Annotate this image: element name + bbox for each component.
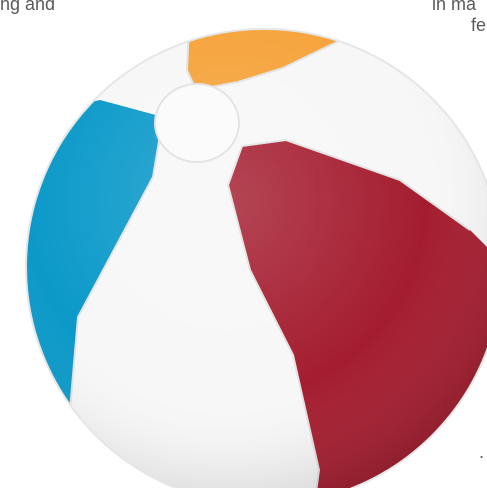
cropped-text-top-right-line-1: in ma: [432, 0, 477, 14]
ball-shading: [26, 29, 487, 488]
cropped-text-top-right-line-2: fe: [471, 15, 487, 35]
cropped-text-bottom-right: .: [479, 442, 484, 462]
cropped-text-top-left: ng and: [0, 0, 56, 14]
ball-outline: [25, 28, 487, 488]
valve-cap: [154, 83, 240, 163]
